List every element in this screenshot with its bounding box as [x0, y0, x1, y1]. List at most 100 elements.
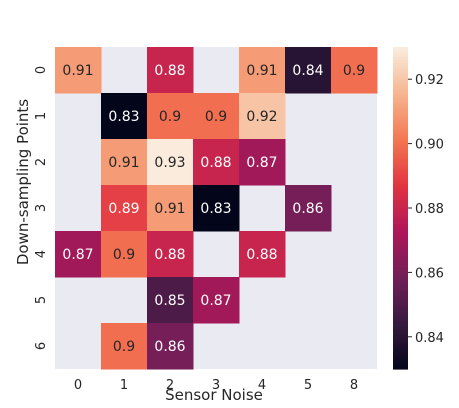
colorbar-segment — [393, 138, 408, 142]
colorbar-segment — [393, 143, 408, 147]
colorbar-segment — [393, 277, 408, 282]
x-tick-label: 5 — [304, 378, 312, 393]
colorbar-segment — [393, 221, 408, 225]
colorbar-segment — [393, 186, 408, 190]
cell-value-label: 0.9 — [205, 109, 227, 125]
colorbar-segment — [393, 320, 408, 324]
colorbar-segment — [393, 283, 408, 287]
heatmap-cell-labels: 0.91 0.88 0.91 0.84 0.9 0.83 0.9 0.9 0.92 0.91 0.9… — [62, 63, 365, 355]
colorbar-tick-label: 0.86 — [415, 266, 444, 281]
heatmap-cells — [55, 47, 378, 370]
cell-value-label: 0.91 — [62, 63, 93, 79]
cell-value-label: 0.9 — [343, 63, 365, 79]
heatmap-cell — [147, 323, 194, 370]
colorbar-segment — [393, 63, 408, 67]
colorbar-segment — [393, 49, 408, 53]
colorbar-segment — [393, 344, 408, 349]
colorbar-segment — [393, 240, 408, 244]
x-tick-label: 2 — [166, 378, 174, 393]
y-tick-label: 6 — [34, 342, 49, 350]
cell-value-label: 0.83 — [200, 201, 231, 217]
colorbar-segment — [393, 267, 408, 271]
colorbar-segment — [393, 127, 408, 131]
colorbar-segment — [393, 245, 408, 249]
colorbar-segment — [393, 79, 408, 83]
colorbar-segment — [393, 258, 408, 263]
colorbar-segment — [393, 307, 408, 311]
cell-value-label: 0.83 — [108, 109, 139, 125]
heatmap-cell — [55, 47, 102, 94]
colorbar-segment — [393, 339, 408, 343]
colorbar-segment — [393, 242, 408, 247]
colorbar-segment — [393, 288, 408, 292]
colorbar-segment — [393, 97, 408, 102]
cell-value-label: 0.9 — [113, 247, 135, 263]
cell-value-label: 0.92 — [246, 109, 277, 125]
heatmap-cell — [147, 185, 194, 232]
heatmap-cell — [147, 231, 194, 278]
heatmap-cell — [285, 185, 332, 232]
colorbar-segment — [393, 95, 408, 99]
colorbar-segment — [393, 162, 408, 166]
colorbar-segment — [393, 232, 408, 236]
heatmap-cell — [147, 277, 194, 324]
y-tick-label: 5 — [34, 296, 49, 304]
colorbar-segment — [393, 218, 408, 223]
colorbar-segment — [393, 331, 408, 335]
heatmap-cell — [193, 185, 240, 232]
colorbar-ticks: 0.84 0.86 0.88 0.90 0.92 — [408, 73, 444, 346]
colorbar-segment — [393, 350, 408, 354]
colorbar-segment — [393, 296, 408, 300]
heatmap-cell — [193, 277, 240, 324]
colorbar-segment — [393, 318, 408, 322]
y-tick-label: 2 — [34, 158, 49, 166]
heatmap-cell — [147, 93, 194, 140]
y-tick-label: 3 — [34, 204, 49, 212]
heatmap-cell — [55, 231, 102, 278]
colorbar-segment — [393, 213, 408, 217]
cell-value-label: 0.87 — [200, 293, 231, 309]
colorbar-segment — [393, 116, 408, 121]
colorbar-segment — [393, 291, 408, 295]
colorbar-tick-label: 0.88 — [415, 202, 444, 217]
colorbar-segment — [393, 183, 408, 188]
heatmap-cell — [239, 93, 286, 140]
colorbar-segment — [393, 52, 408, 56]
heatmap-cell — [101, 323, 148, 370]
cell-value-label: 0.91 — [154, 201, 185, 217]
colorbar-segment — [393, 55, 408, 59]
colorbar-segment — [393, 285, 408, 290]
colorbar-tick-label: 0.92 — [415, 73, 444, 88]
colorbar-tick-label: 0.84 — [415, 331, 444, 346]
heatmap-cell — [285, 47, 332, 94]
y-tick-label: 0 — [34, 66, 49, 74]
x-tick-label: 4 — [258, 378, 266, 393]
colorbar-segment — [393, 87, 408, 91]
heatmap-cell — [193, 139, 240, 186]
cell-value-label: 0.85 — [154, 293, 185, 309]
cell-value-label: 0.88 — [200, 155, 231, 171]
colorbar-segment — [393, 280, 408, 284]
colorbar-segment — [393, 309, 408, 314]
colorbar-segment — [393, 119, 408, 123]
x-tick-label: 1 — [120, 378, 128, 393]
colorbar-segment — [393, 148, 408, 153]
x-axis-ticks: 0 1 2 3 4 5 8 — [74, 378, 358, 393]
cell-value-label: 0.89 — [108, 201, 139, 217]
colorbar-segment — [393, 312, 408, 316]
colorbar-segment — [393, 197, 408, 201]
colorbar-segment — [393, 170, 408, 174]
colorbar-segment — [393, 108, 408, 112]
y-axis-label: Down-sampling Points — [14, 99, 32, 265]
colorbar-segment — [393, 194, 408, 198]
colorbar-segment — [393, 347, 408, 351]
colorbar-segment — [393, 326, 408, 330]
colorbar-segment — [393, 205, 408, 209]
colorbar-segment — [393, 157, 408, 161]
colorbar-segment — [393, 181, 408, 185]
heatmap-cell — [147, 139, 194, 186]
colorbar-segment — [393, 47, 408, 51]
colorbar-segment — [393, 299, 408, 303]
colorbar-segment — [393, 323, 408, 327]
colorbar-segment — [393, 334, 408, 338]
